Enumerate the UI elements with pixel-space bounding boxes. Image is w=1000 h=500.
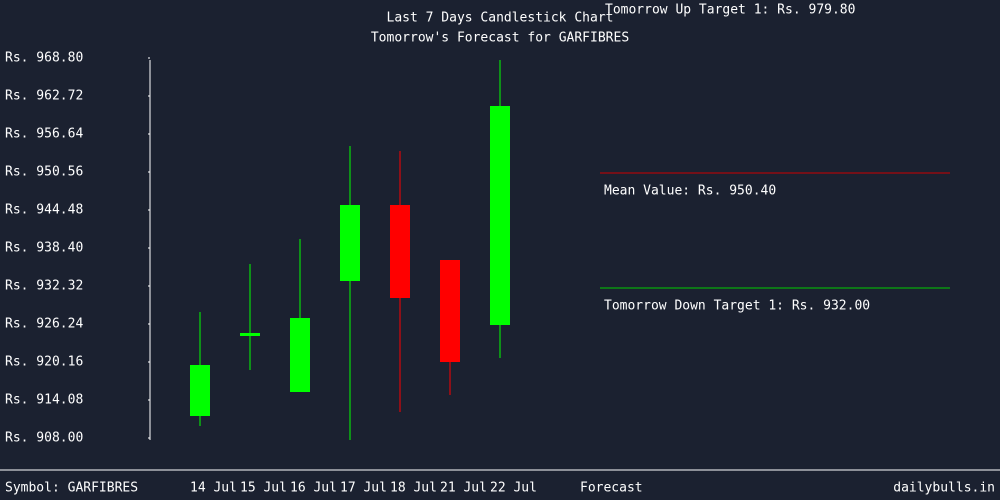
x-tick-label: 16 Jul bbox=[290, 481, 337, 496]
up-target: Tomorrow Up Target 1: Rs. 979.80 bbox=[605, 3, 855, 18]
candle-body bbox=[490, 106, 510, 325]
x-tick-label: 14 Jul bbox=[190, 481, 237, 496]
chart-title: Last 7 Days Candlestick Chart bbox=[387, 11, 614, 26]
candle-body bbox=[190, 365, 210, 416]
x-tick-label: 22 Jul bbox=[490, 481, 537, 496]
x-tick-label: 15 Jul bbox=[240, 481, 287, 496]
y-tick-label: Rs. 914.08 bbox=[5, 393, 83, 408]
y-tick-label: Rs. 950.56 bbox=[5, 165, 83, 180]
candle-body bbox=[440, 260, 460, 362]
x-tick-label: 18 Jul bbox=[390, 481, 437, 496]
y-tick-label: Rs. 920.16 bbox=[5, 355, 83, 370]
forecast-line-label: Mean Value: Rs. 950.40 bbox=[604, 184, 776, 199]
y-tick-label: Rs. 938.40 bbox=[5, 241, 83, 256]
forecast-line-label: Tomorrow Down Target 1: Rs. 932.00 bbox=[604, 299, 870, 314]
source: dailybulls.in bbox=[893, 481, 995, 496]
candle-body bbox=[390, 205, 410, 298]
x-tick-label: 21 Jul bbox=[440, 481, 487, 496]
symbol: Symbol: GARFIBRES bbox=[5, 481, 138, 496]
y-tick-label: Rs. 962.72 bbox=[5, 89, 83, 104]
y-tick-label: Rs. 956.64 bbox=[5, 127, 83, 142]
y-tick-label: Rs. 968.80 bbox=[5, 51, 83, 66]
chart-subtitle: Tomorrow's Forecast for GARFIBRES bbox=[371, 31, 629, 46]
candle-body bbox=[340, 205, 360, 281]
y-tick-label: Rs. 932.32 bbox=[5, 279, 83, 294]
y-tick-label: Rs. 908.00 bbox=[5, 431, 83, 446]
forecast-label: Forecast bbox=[580, 481, 643, 496]
x-tick-label: 17 Jul bbox=[340, 481, 387, 496]
candle-body bbox=[290, 318, 310, 392]
y-tick-label: Rs. 944.48 bbox=[5, 203, 83, 218]
y-tick-label: Rs. 926.24 bbox=[5, 317, 83, 332]
candle-body bbox=[240, 333, 260, 336]
